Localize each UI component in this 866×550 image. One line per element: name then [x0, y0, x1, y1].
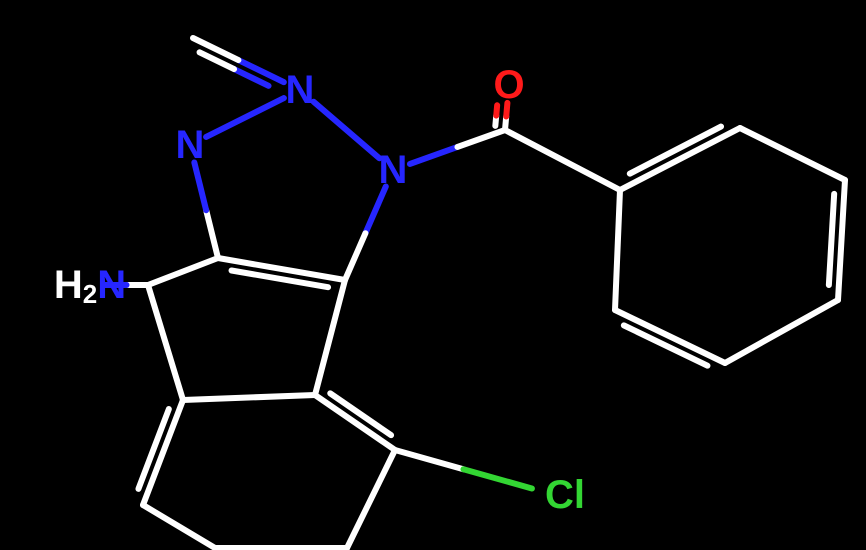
atom-label-n: N [286, 68, 315, 112]
molecule-canvas: N N N H2N O Cl [0, 0, 866, 550]
atom-label-nh2: H2N [54, 263, 126, 309]
atom-label-o: O [493, 63, 524, 107]
atom-label-cl: Cl [545, 473, 585, 517]
atom-label-n: N [176, 123, 205, 167]
atom-label-n: N [379, 148, 408, 192]
